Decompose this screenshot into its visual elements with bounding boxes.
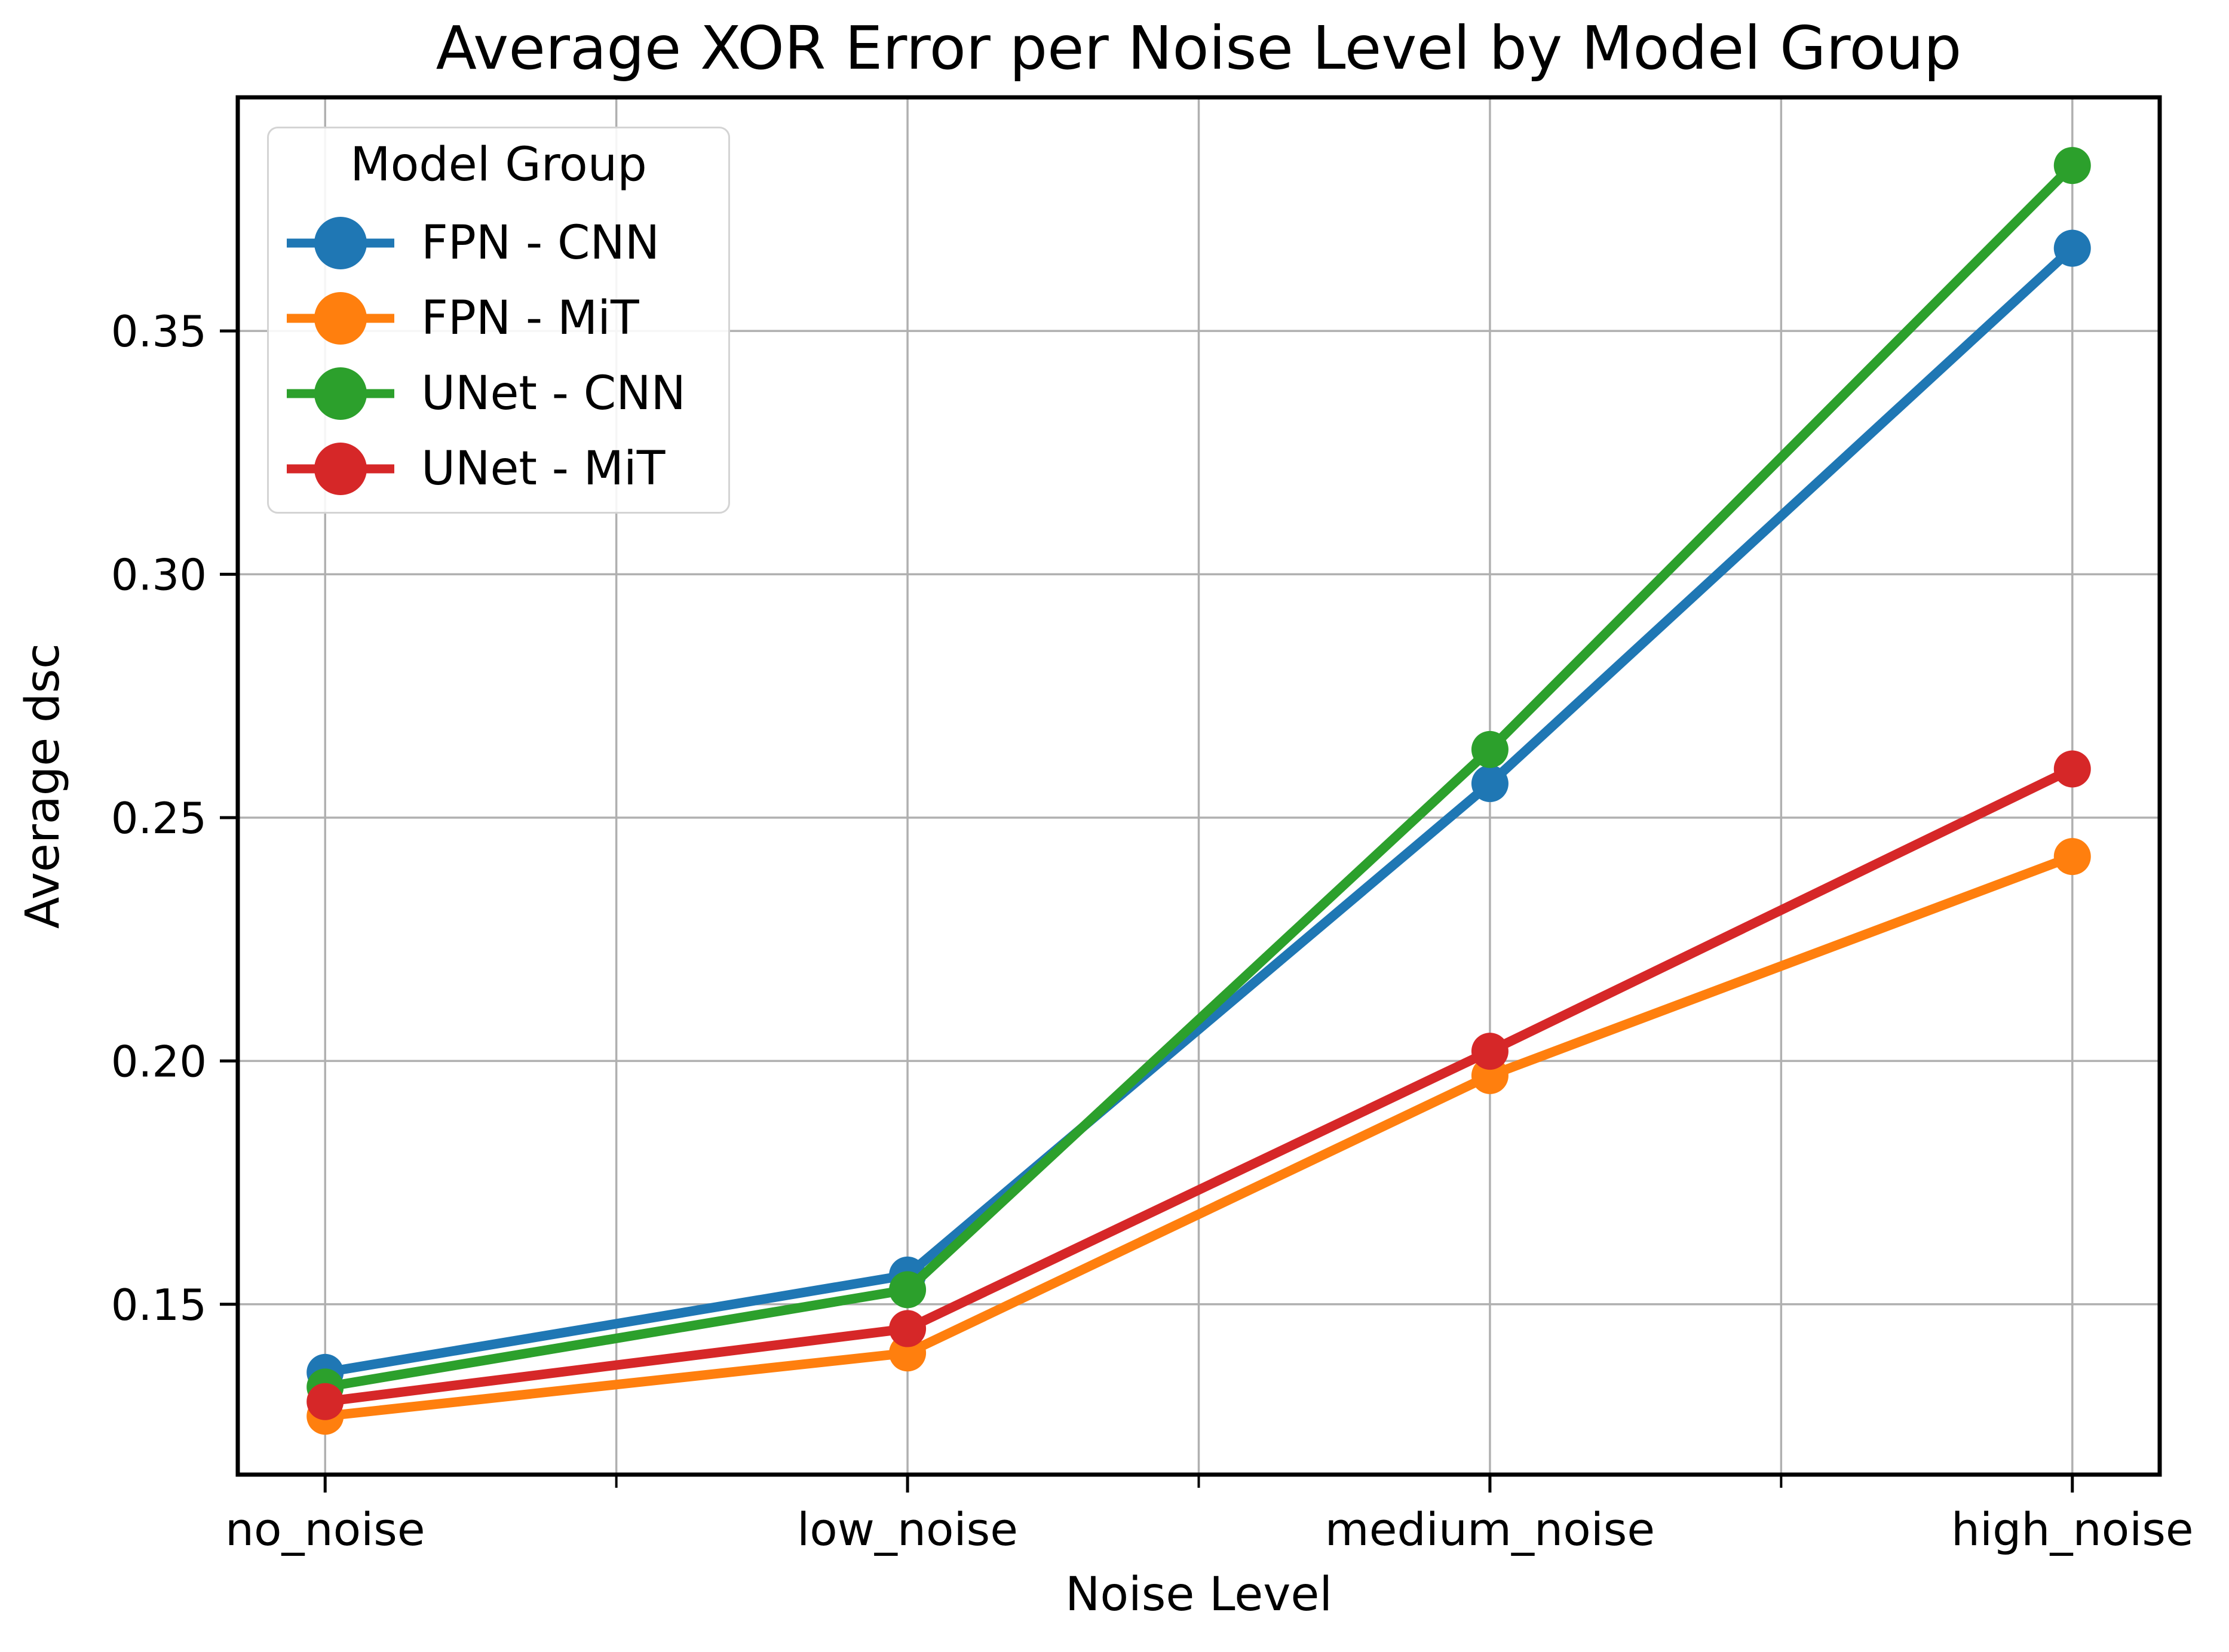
series-line-fpn-mit xyxy=(320,852,2077,1421)
series-marker-unet-cnn-high-noise xyxy=(2053,147,2091,185)
legend-item-fpn-cnn: FPN - CNN xyxy=(269,205,728,281)
y-tick-label-0.20: 0.20 xyxy=(111,1036,207,1086)
x-tick-label-medium-noise: medium_noise xyxy=(1325,1503,1655,1556)
y-tick-label-0.15: 0.15 xyxy=(111,1280,207,1330)
legend-marker-icon xyxy=(314,292,367,345)
series-unet-mit xyxy=(306,750,2091,1420)
y-tick-label-0.25: 0.25 xyxy=(111,793,207,843)
legend-label: FPN - MiT xyxy=(421,291,639,345)
tick-labels: 0.35 0.30 0.25 0.20 0.15 no_noise low_noise med… xyxy=(111,306,2194,1556)
series-line-unet-mit xyxy=(320,764,2077,1407)
series-marker-fpn-cnn-medium-noise xyxy=(1471,764,1509,802)
legend-label: FPN - CNN xyxy=(421,216,660,270)
y-axis-label: Average dsc xyxy=(16,643,70,929)
series-marker-fpn-cnn-high-noise xyxy=(2053,229,2091,267)
x-axis-label: Noise Level xyxy=(1065,1568,1333,1622)
legend-item-unet-mit: UNet - MiT xyxy=(269,431,728,506)
legend-item-fpn-mit: FPN - MiT xyxy=(269,281,728,356)
legend-item-unet-cnn: UNet - CNN xyxy=(269,356,728,431)
legend-marker-icon xyxy=(314,217,367,269)
y-tick-label-0.30: 0.30 xyxy=(111,550,207,600)
series-marker-unet-mit-no-noise xyxy=(306,1383,344,1420)
series-marker-fpn-mit-high-noise xyxy=(2053,838,2091,876)
series-marker-unet-cnn-low-noise xyxy=(889,1271,927,1309)
legend-swatch-fpn-cnn xyxy=(287,216,394,271)
legend-label: UNet - MiT xyxy=(421,442,666,496)
legend-marker-icon xyxy=(314,367,367,420)
x-tick-label-no-noise: no_noise xyxy=(225,1503,425,1556)
series-line-unet-cnn xyxy=(320,161,2077,1392)
chart-title: Average XOR Error per Noise Level by Mod… xyxy=(436,13,1962,83)
legend-swatch-unet-cnn xyxy=(287,366,394,421)
legend-title: Model Group xyxy=(350,138,647,192)
legend-marker-icon xyxy=(314,443,367,495)
series-line-fpn-cnn xyxy=(320,243,2077,1377)
legend: Model Group FPN - CNN FPN - MiT UNet - CNN… xyxy=(267,127,730,514)
series-marker-unet-cnn-medium-noise xyxy=(1471,730,1509,768)
y-tick-label-0.35: 0.35 xyxy=(111,306,207,357)
x-tick-label-high-noise: high_noise xyxy=(1951,1503,2194,1556)
series-marker-unet-mit-medium-noise xyxy=(1471,1033,1509,1070)
tick-marks xyxy=(220,329,2074,1493)
x-tick-label-low-noise: low_noise xyxy=(797,1503,1018,1556)
legend-swatch-unet-mit xyxy=(287,441,394,496)
series-marker-unet-mit-low-noise xyxy=(889,1310,927,1347)
axes-spines xyxy=(235,95,2162,1477)
legend-swatch-fpn-mit xyxy=(287,291,394,346)
series-marker-unet-mit-high-noise xyxy=(2053,750,2091,788)
legend-label: UNet - CNN xyxy=(421,367,686,420)
